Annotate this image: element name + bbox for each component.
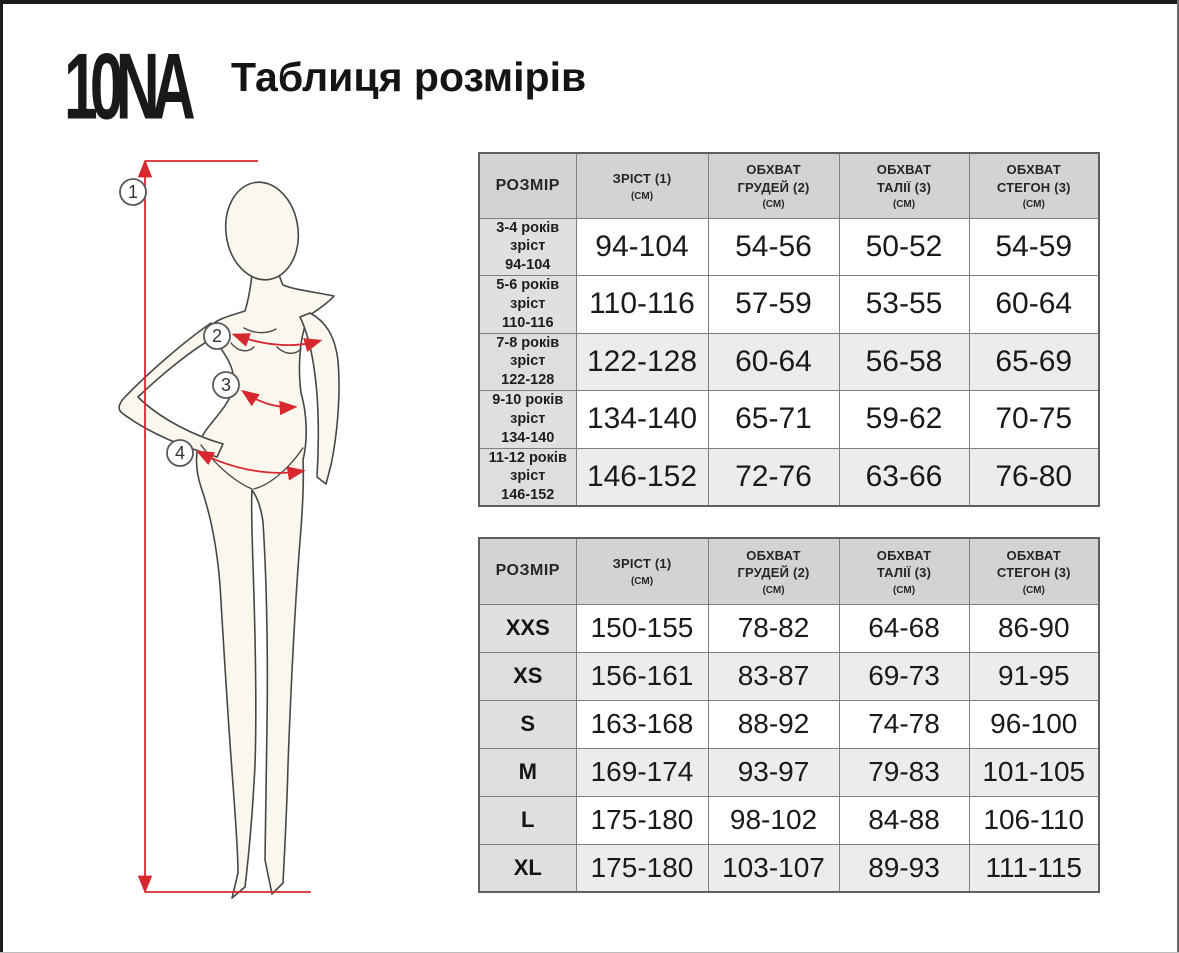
- value-cell: 56-58: [838, 332, 970, 392]
- value-cell: 94-104: [575, 217, 709, 277]
- measurement-lines: [137, 159, 323, 894]
- column-header-height: ЗРІСТ (1) (СМ): [575, 537, 709, 605]
- value-cell: 60-64: [968, 275, 1100, 334]
- mark-1: 1: [128, 182, 138, 202]
- size-cell: 9-10 років зріст 134-140: [478, 390, 577, 449]
- value-cell: 79-83: [838, 747, 970, 797]
- value-cell: 86-90: [968, 603, 1100, 653]
- size-cell: 11-12 років зріст 146-152: [478, 447, 577, 507]
- size-cell: 5-6 років зріст 110-116: [478, 275, 577, 334]
- column-header-hips: ОБХВАТ СТЕГОН (3) (СМ): [968, 152, 1100, 219]
- value-cell: 78-82: [707, 603, 840, 653]
- column-header-waist: ОБХВАТ ТАЛІЇ (3) (СМ): [838, 152, 970, 219]
- value-cell: 122-128: [575, 332, 709, 392]
- table-row: L 175-180 98-102 84-88 106-110: [478, 795, 1100, 845]
- table-row: XS 156-161 83-87 69-73 91-95: [478, 651, 1100, 701]
- value-cell: 65-69: [968, 332, 1100, 392]
- size-cell: L: [478, 795, 577, 845]
- value-cell: 163-168: [575, 699, 709, 749]
- table-row: 9-10 років зріст 134-140 134-140 65-71 5…: [478, 390, 1100, 449]
- column-header-hips: ОБХВАТ СТЕГОН (3) (СМ): [968, 537, 1100, 605]
- value-cell: 93-97: [707, 747, 840, 797]
- size-cell: M: [478, 747, 577, 797]
- mark-3: 3: [221, 375, 231, 395]
- value-cell: 72-76: [707, 447, 840, 507]
- value-cell: 169-174: [575, 747, 709, 797]
- size-cell: XXS: [478, 603, 577, 653]
- size-cell: S: [478, 699, 577, 749]
- table-header-row: РОЗМІР ЗРІСТ (1) (СМ) ОБХВАТ ГРУДЕЙ (2) (С…: [478, 537, 1100, 605]
- value-cell: 106-110: [968, 795, 1100, 845]
- value-cell: 70-75: [968, 390, 1100, 449]
- value-cell: 54-59: [968, 217, 1100, 277]
- table-row: XXS 150-155 78-82 64-68 86-90: [478, 603, 1100, 653]
- value-cell: 150-155: [575, 603, 709, 653]
- column-header-height: ЗРІСТ (1) (СМ): [575, 152, 709, 219]
- adults-size-table: РОЗМІР ЗРІСТ (1) (СМ) ОБХВАТ ГРУДЕЙ (2) (С…: [478, 537, 1100, 893]
- page-border-left: [0, 0, 3, 953]
- size-cell: 7-8 років зріст 122-128: [478, 332, 577, 392]
- measurement-marks: 1 2 3 4: [119, 178, 240, 467]
- value-cell: 53-55: [838, 275, 970, 334]
- column-header-waist: ОБХВАТ ТАЛІЇ (3) (СМ): [838, 537, 970, 605]
- value-cell: 103-107: [707, 843, 840, 893]
- value-cell: 74-78: [838, 699, 970, 749]
- value-cell: 175-180: [575, 795, 709, 845]
- value-cell: 60-64: [707, 332, 840, 392]
- value-cell: 91-95: [968, 651, 1100, 701]
- page-border-top: [0, 0, 1179, 4]
- size-cell: 3-4 років зріст 94-104: [478, 217, 577, 277]
- column-header-chest: ОБХВАТ ГРУДЕЙ (2) (СМ): [707, 152, 840, 219]
- kids-size-table: РОЗМІР ЗРІСТ (1) (СМ) ОБХВАТ ГРУДЕЙ (2) (С…: [478, 152, 1100, 508]
- table-header-row: РОЗМІР ЗРІСТ (1) (СМ) ОБХВАТ ГРУДЕЙ (2) (С…: [478, 152, 1100, 219]
- value-cell: 175-180: [575, 843, 709, 893]
- column-header-size: РОЗМІР: [478, 537, 577, 605]
- brand-logo: 10NA: [64, 34, 196, 139]
- page-border-right: [1177, 0, 1179, 953]
- bust-arrow: [231, 333, 323, 352]
- column-header-size: РОЗМІР: [478, 152, 577, 219]
- table-row: 3-4 років зріст 94-104 94-104 54-56 50-5…: [478, 217, 1100, 277]
- size-cell: XS: [478, 651, 577, 701]
- value-cell: 63-66: [838, 447, 970, 507]
- croquis-illustration: 1 2 3 4: [118, 159, 340, 899]
- value-cell: 101-105: [968, 747, 1100, 797]
- value-cell: 50-52: [838, 217, 970, 277]
- value-cell: 146-152: [575, 447, 709, 507]
- table-row: 11-12 років зріст 146-152 146-152 72-76 …: [478, 447, 1100, 507]
- value-cell: 83-87: [707, 651, 840, 701]
- waist-arrow: [241, 389, 298, 416]
- value-cell: 111-115: [968, 843, 1100, 893]
- measurement-figure: 1 2 3 4: [105, 145, 445, 920]
- value-cell: 98-102: [707, 795, 840, 845]
- table-row: XL 175-180 103-107 89-93 111-115: [478, 843, 1100, 893]
- size-cell: XL: [478, 843, 577, 893]
- value-cell: 59-62: [838, 390, 970, 449]
- value-cell: 54-56: [707, 217, 840, 277]
- value-cell: 57-59: [707, 275, 840, 334]
- body-silhouette: [118, 181, 340, 899]
- table-row: 7-8 років зріст 122-128 122-128 60-64 56…: [478, 332, 1100, 392]
- value-cell: 65-71: [707, 390, 840, 449]
- value-cell: 69-73: [838, 651, 970, 701]
- value-cell: 134-140: [575, 390, 709, 449]
- value-cell: 88-92: [707, 699, 840, 749]
- column-header-chest: ОБХВАТ ГРУДЕЙ (2) (СМ): [707, 537, 840, 605]
- hip-arrow: [195, 450, 306, 481]
- mark-4: 4: [175, 443, 185, 463]
- value-cell: 156-161: [575, 651, 709, 701]
- value-cell: 110-116: [575, 275, 709, 334]
- value-cell: 84-88: [838, 795, 970, 845]
- mark-2: 2: [212, 326, 222, 346]
- table-row: M 169-174 93-97 79-83 101-105: [478, 747, 1100, 797]
- value-cell: 76-80: [968, 447, 1100, 507]
- value-cell: 96-100: [968, 699, 1100, 749]
- page-title: Таблиця розмірів: [231, 54, 587, 100]
- value-cell: 89-93: [838, 843, 970, 893]
- value-cell: 64-68: [838, 603, 970, 653]
- table-row: S 163-168 88-92 74-78 96-100: [478, 699, 1100, 749]
- table-row: 5-6 років зріст 110-116 110-116 57-59 53…: [478, 275, 1100, 334]
